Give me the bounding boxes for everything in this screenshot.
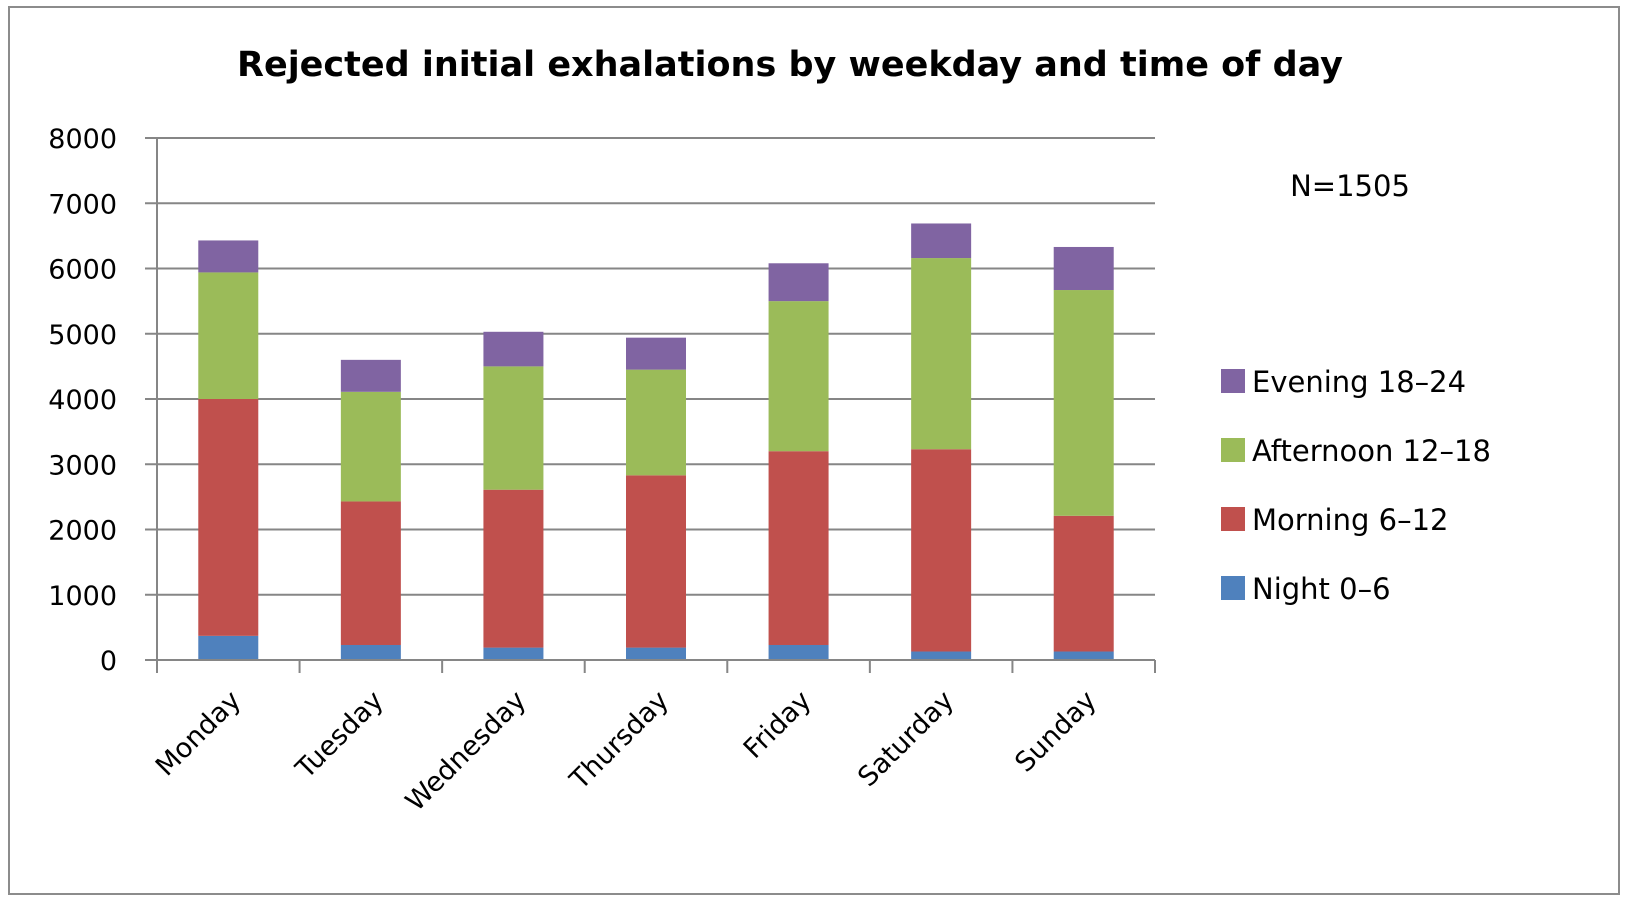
legend-label: Afternoon 12–18 xyxy=(1252,434,1491,468)
bar-segment xyxy=(483,489,544,648)
bar-segment xyxy=(911,651,972,660)
bar-segment xyxy=(198,635,259,660)
bar-segment xyxy=(768,263,829,302)
legend-label: Morning 6–12 xyxy=(1252,503,1448,537)
y-tick-label: 1000 xyxy=(48,581,117,612)
y-tick-label: 7000 xyxy=(48,189,117,220)
axes xyxy=(156,138,1156,673)
x-tick-label: Friday xyxy=(738,685,818,765)
bar-segment xyxy=(768,451,829,645)
legend-swatch xyxy=(1221,369,1245,393)
bar-segment xyxy=(198,240,259,273)
bar-segment xyxy=(911,258,972,450)
sample-size-annotation: N=1505 xyxy=(1290,169,1410,203)
x-tick-label: Monday xyxy=(150,685,247,782)
y-axis-tick-labels: 0 1000 2000 3000 4000 5000 6000 7000 8000 xyxy=(48,124,117,677)
bar-segment xyxy=(198,399,259,636)
bar-segment xyxy=(483,331,544,367)
y-tick-label: 4000 xyxy=(48,385,117,416)
x-tick-label: Saturday xyxy=(852,685,960,793)
y-tick-label: 3000 xyxy=(48,450,117,481)
legend-label: Night 0–6 xyxy=(1252,572,1391,606)
bar-segment xyxy=(483,366,544,490)
y-tick-label: 2000 xyxy=(48,516,117,547)
bar-segment xyxy=(1053,246,1114,291)
y-tick-label: 8000 xyxy=(48,124,117,155)
y-tick-label: 0 xyxy=(100,646,117,677)
bar-segment xyxy=(911,223,972,259)
bar-segment xyxy=(768,644,829,660)
y-tick-label: 5000 xyxy=(48,320,117,351)
x-tick-label: Tuesday xyxy=(289,685,389,785)
bar-segment xyxy=(911,449,972,652)
legend-swatch xyxy=(1221,507,1245,531)
bar-segment xyxy=(1053,651,1114,660)
legend-swatch xyxy=(1221,576,1245,600)
bars xyxy=(198,223,1114,660)
x-tick-label: Sunday xyxy=(1009,685,1102,778)
bar-segment xyxy=(340,501,401,645)
bar-segment xyxy=(626,369,686,476)
bar-segment xyxy=(626,475,686,648)
bar-segment xyxy=(626,337,686,370)
bar-segment xyxy=(1053,290,1114,516)
chart-title: Rejected initial exhalations by weekday … xyxy=(237,45,1343,85)
legend: Evening 18–24 Afternoon 12–18 Morning 6–12… xyxy=(1221,365,1491,606)
x-tick-label: Wednesday xyxy=(400,685,532,817)
bar-segment xyxy=(198,272,259,399)
bar-segment xyxy=(768,301,829,452)
bar-segment xyxy=(340,359,401,392)
legend-swatch xyxy=(1221,438,1245,462)
bar-segment xyxy=(1053,515,1114,652)
y-tick-label: 6000 xyxy=(48,255,117,286)
x-axis-tick-labels: Monday Tuesday Wednesday Thursday Friday Satu… xyxy=(150,685,1103,817)
bar-segment xyxy=(483,647,544,660)
legend-label: Evening 18–24 xyxy=(1252,365,1466,399)
bar-segment xyxy=(626,647,686,660)
bar-segment xyxy=(340,644,401,660)
x-tick-label: Thursday xyxy=(564,685,675,796)
bar-segment xyxy=(340,391,401,502)
